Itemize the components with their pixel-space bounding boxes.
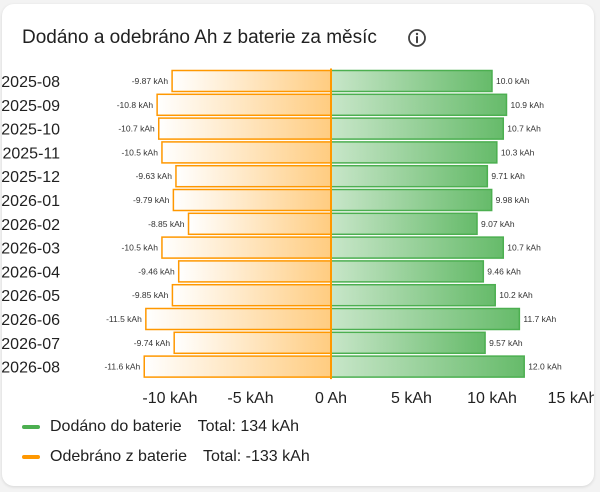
data-label-withdrawn: -11.6 kAh [104, 362, 140, 372]
bar-delivered [330, 236, 505, 259]
data-label-withdrawn: -10.7 kAh [118, 124, 155, 134]
bar-withdrawn [161, 141, 332, 164]
bar-withdrawn [157, 117, 332, 140]
legend-label: Odebráno z baterie [50, 448, 187, 465]
category-label: 2026-06 [2, 312, 60, 329]
data-label-withdrawn: -11.5 kAh [106, 314, 142, 324]
bar-withdrawn [171, 283, 332, 307]
category-label: 2025-10 [2, 122, 60, 139]
category-label: 2026-04 [2, 264, 60, 281]
category-label: 2026-08 [2, 360, 60, 377]
data-label-delivered: 12.0 kAh [528, 362, 562, 372]
bar-withdrawn [171, 69, 332, 93]
data-label-delivered: 10.3 kAh [501, 147, 535, 157]
legend-total: Total: -133 kAh [202, 448, 310, 465]
data-label-delivered: 9.71 kAh [491, 171, 525, 181]
category-label: 2025-09 [2, 98, 60, 115]
bar-withdrawn [161, 236, 332, 259]
data-label-delivered: 10.7 kAh [507, 124, 541, 134]
category-label: 2026-07 [2, 336, 60, 353]
x-tick-label: -10 kAh [142, 390, 197, 407]
x-tick-label: 0 Ah [315, 390, 347, 407]
data-label-withdrawn: -10.8 kAh [117, 100, 154, 110]
bar-withdrawn [187, 212, 332, 236]
category-label: 2026-05 [2, 288, 60, 305]
bar-withdrawn [145, 307, 332, 331]
data-label-delivered: 9.07 kAh [481, 219, 515, 229]
category-label: 2025-11 [2, 145, 60, 162]
bar-withdrawn [177, 260, 332, 283]
legend-label: Dodáno do baterie [50, 418, 182, 435]
category-label: 2026-03 [2, 241, 60, 258]
bar-delivered [330, 117, 505, 140]
data-label-withdrawn: -9.87 kAh [132, 76, 169, 86]
bar-delivered [330, 212, 478, 236]
data-label-delivered: 11.7 kAh [523, 314, 556, 324]
bar-withdrawn [156, 93, 332, 117]
bar-delivered [330, 69, 493, 93]
legend-swatch-delivered [22, 425, 40, 429]
x-tick-label: 15 kAh [548, 390, 594, 407]
legend-swatch-withdrawn [22, 455, 40, 459]
legend-item-delivered[interactable]: Dodáno do baterie Total: 134 kAh [22, 418, 299, 436]
x-tick-label: 5 kAh [391, 390, 432, 407]
data-label-delivered: 9.57 kAh [489, 338, 523, 348]
category-label: 2025-08 [2, 74, 60, 91]
category-label: 2026-02 [2, 217, 60, 234]
data-label-delivered: 10.7 kAh [507, 243, 541, 253]
data-label-withdrawn: -10.5 kAh [122, 147, 159, 157]
bar-delivered [330, 260, 485, 283]
x-tick-label: -5 kAh [227, 390, 273, 407]
info-circle-icon[interactable] [407, 28, 427, 48]
data-label-delivered: 10.2 kAh [499, 290, 533, 300]
bar-delivered [330, 188, 493, 212]
data-label-delivered: 9.46 kAh [487, 266, 521, 276]
data-label-withdrawn: -8.85 kAh [148, 219, 185, 229]
data-label-withdrawn: -10.5 kAh [122, 243, 159, 253]
category-label: 2025-12 [2, 169, 60, 186]
data-label-withdrawn: -9.63 kAh [136, 171, 173, 181]
bar-withdrawn [143, 355, 332, 378]
legend-item-withdrawn[interactable]: Odebráno z baterie Total: -133 kAh [22, 448, 310, 466]
bar-withdrawn [172, 188, 332, 212]
bar-delivered [330, 355, 525, 378]
x-tick-label: 10 kAh [467, 390, 517, 407]
bar-delivered [330, 141, 498, 164]
bar-withdrawn [173, 331, 332, 355]
category-label: 2026-01 [2, 193, 60, 210]
data-label-withdrawn: -9.85 kAh [132, 290, 169, 300]
data-label-delivered: 10.9 kAh [510, 100, 544, 110]
chart-card: Dodáno a odebráno Ah z baterie za měsíc … [2, 4, 594, 486]
data-label-withdrawn: -9.79 kAh [133, 195, 170, 205]
data-label-delivered: 10.0 kAh [496, 76, 530, 86]
data-label-delivered: 9.98 kAh [496, 195, 530, 205]
card-title: Dodáno a odebráno Ah z baterie za měsíc [22, 27, 377, 48]
data-label-withdrawn: -9.74 kAh [134, 338, 171, 348]
data-label-withdrawn: -9.46 kAh [138, 266, 175, 276]
bar-delivered [330, 331, 486, 355]
bar-chart: 2025-08 -9.87 kAh 10.0 kAh 2025-09 -10.8 kAh… [2, 68, 594, 407]
bar-delivered [330, 93, 508, 117]
bar-withdrawn [175, 164, 332, 188]
bar-delivered [330, 164, 489, 188]
legend-total: Total: 134 kAh [197, 418, 300, 435]
bar-delivered [330, 283, 496, 307]
bar-delivered [330, 307, 521, 331]
